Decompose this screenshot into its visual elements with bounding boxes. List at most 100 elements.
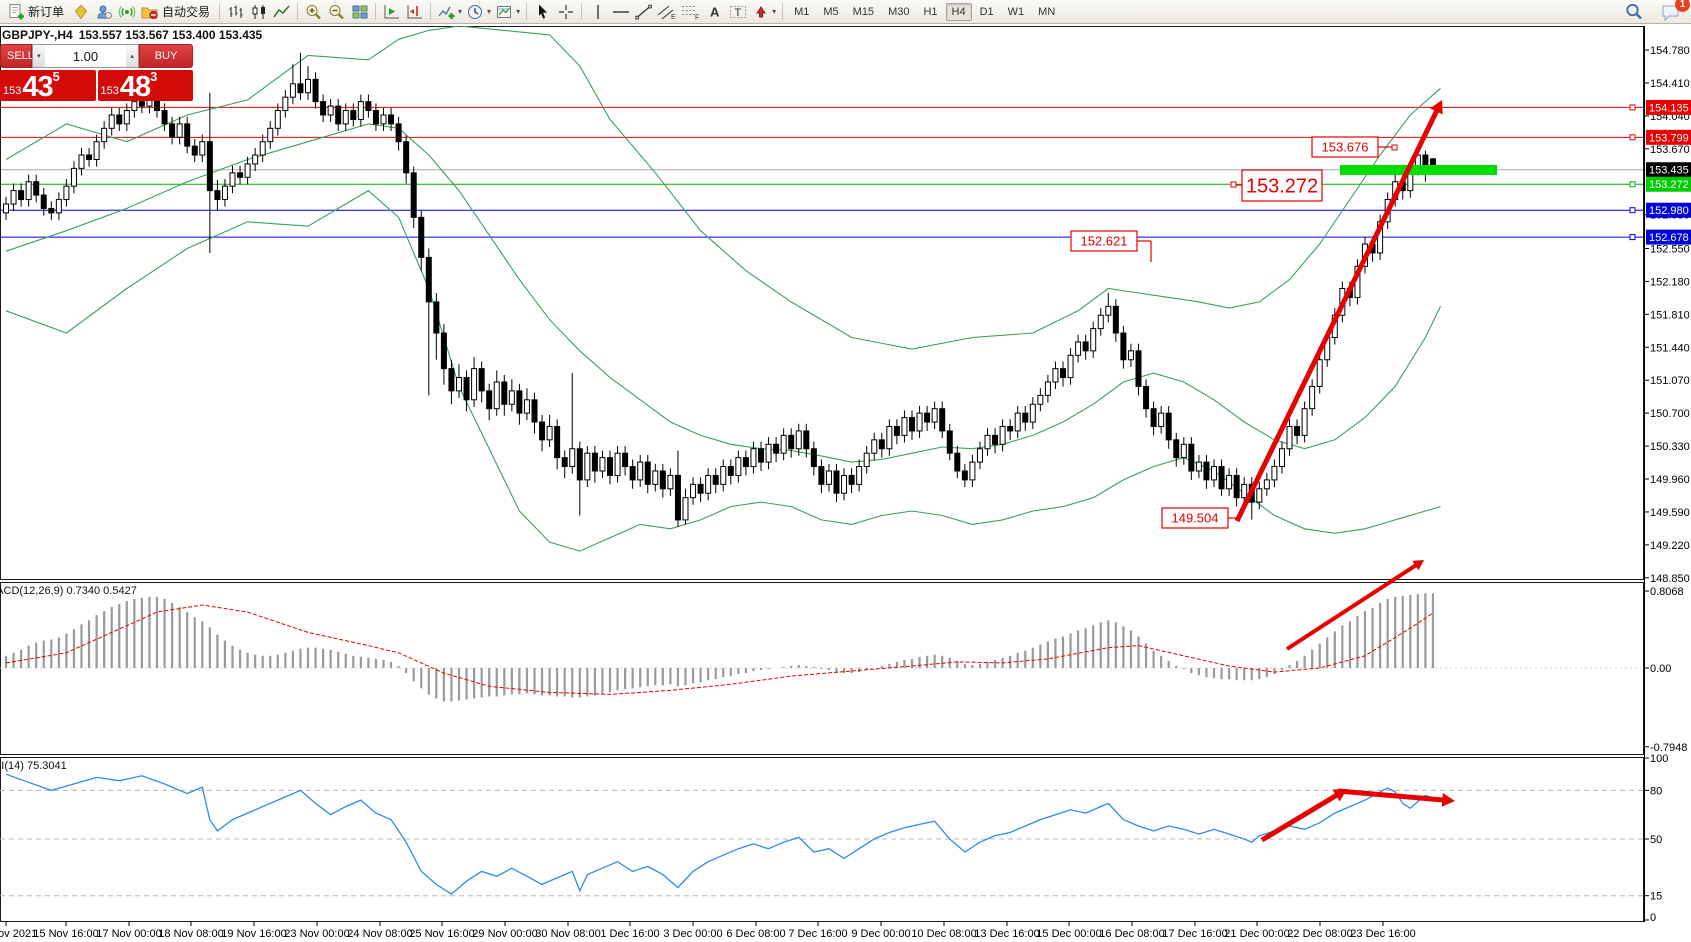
- macd-indicator-label: MACD(12,26,9) 0.7340 0.5427: [0, 585, 137, 597]
- tf-button-m1[interactable]: M1: [794, 5, 810, 18]
- label-icon[interactable]: T: [726, 1, 749, 22]
- zoom-in-icon[interactable]: [302, 1, 325, 22]
- candle: [3, 203, 9, 214]
- price-tick: 150.700: [1650, 408, 1690, 420]
- channel-icon[interactable]: E: [655, 1, 679, 22]
- candle: [569, 448, 576, 468]
- date-tick: 12 Nov 2021: [0, 928, 37, 940]
- trader-icon[interactable]: [92, 1, 115, 22]
- tf-button-mn[interactable]: MN: [1038, 5, 1056, 18]
- candle: [486, 390, 493, 410]
- templates-icon[interactable]: [493, 1, 516, 22]
- date-tick: 24 Nov 08:00: [347, 928, 412, 940]
- volume-input[interactable]: [44, 45, 127, 67]
- auto-scroll-icon[interactable]: [380, 1, 403, 22]
- price-tick: 149.960: [1650, 474, 1690, 486]
- trendline-icon[interactable]: [632, 1, 655, 22]
- horizontal-line-icon[interactable]: [609, 1, 632, 22]
- volume-increase-button[interactable]: ▴: [126, 45, 138, 67]
- candle: [169, 123, 176, 138]
- text-icon[interactable]: A: [703, 1, 726, 22]
- tf-button-m5[interactable]: M5: [823, 5, 839, 18]
- crosshair-icon[interactable]: [554, 1, 577, 22]
- search-icon[interactable]: [1622, 1, 1645, 22]
- arrows-icon[interactable]: [749, 1, 772, 22]
- bar-chart-icon[interactable]: [224, 1, 247, 22]
- candle: [539, 421, 546, 441]
- candle: [40, 194, 47, 209]
- indicators-icon[interactable]: [435, 1, 458, 22]
- sell-button[interactable]: SELL: [0, 44, 34, 68]
- price-tick: 152.180: [1650, 276, 1690, 288]
- chart-shift-icon[interactable]: [403, 1, 426, 22]
- fibonacci-icon[interactable]: F: [679, 1, 703, 22]
- candle: [637, 461, 644, 481]
- candle: [395, 123, 402, 143]
- date-tick: 13 Dec 16:00: [974, 928, 1039, 940]
- ask-price-panel[interactable]: 153 48 3: [97, 70, 193, 102]
- candle: [931, 408, 938, 423]
- candle: [591, 452, 598, 472]
- candle: [1112, 305, 1119, 334]
- indicators-dropdown-caret[interactable]: ▾: [458, 7, 463, 16]
- periods-dropdown-caret[interactable]: ▾: [487, 7, 492, 16]
- zoom-out-icon[interactable]: [325, 1, 348, 22]
- highlight-bar[interactable]: [1340, 165, 1497, 175]
- candle: [584, 452, 591, 481]
- candle: [1037, 394, 1044, 405]
- new-order-label[interactable]: 新订单: [28, 5, 65, 19]
- new-order-icon[interactable]: [4, 1, 27, 22]
- candle: [705, 474, 712, 494]
- bid-prefix: 153: [3, 85, 22, 97]
- candle: [1203, 461, 1210, 481]
- date-tick: 17 Nov 00:00: [96, 928, 161, 940]
- templates-dropdown-caret[interactable]: ▾: [516, 7, 521, 16]
- candle: [357, 101, 364, 120]
- level-anchor[interactable]: [1629, 104, 1636, 111]
- tf-button-h1[interactable]: H1: [923, 5, 938, 18]
- candle: [1263, 479, 1270, 490]
- trend-arrow[interactable]: [1337, 788, 1448, 803]
- tf-button-m15[interactable]: M15: [852, 5, 875, 18]
- trend-arrow[interactable]: [1260, 790, 1343, 843]
- tf-button-d1[interactable]: D1: [979, 5, 994, 18]
- toolbar-separator: [219, 3, 221, 20]
- level-anchor[interactable]: [1629, 181, 1636, 188]
- date-tick: 15 Nov 16:00: [33, 928, 98, 940]
- trend-arrow[interactable]: [1285, 561, 1421, 651]
- line-chart-icon[interactable]: [270, 1, 293, 22]
- vertical-line-icon[interactable]: [586, 1, 609, 22]
- candle: [86, 154, 93, 160]
- tf-button-w1[interactable]: W1: [1007, 5, 1025, 18]
- level-anchor[interactable]: [1629, 207, 1636, 214]
- autotrade-label[interactable]: 自动交易: [162, 5, 211, 19]
- tf-button-m30[interactable]: M30: [888, 5, 910, 18]
- arrows-dropdown-caret[interactable]: ▾: [772, 7, 777, 16]
- autotrade-icon[interactable]: [138, 1, 161, 22]
- macd-axis-label: -0.7948: [1650, 742, 1687, 754]
- periods-icon[interactable]: [464, 1, 487, 22]
- bid-price-panel[interactable]: 153 43 5: [0, 70, 96, 102]
- tile-windows-icon[interactable]: [348, 1, 371, 22]
- candlestick-icon[interactable]: [247, 1, 270, 22]
- candle: [93, 141, 100, 160]
- candle: [969, 461, 976, 481]
- signal-icon[interactable]: [115, 1, 138, 22]
- svg-text:152.621: 152.621: [1081, 234, 1128, 249]
- candles: [3, 52, 1436, 528]
- main-toolbar: 新订单 自动交易 ▾ ▾ ▾ E F A T ▾ M1 M5 M15 M30 H1 H4 D…: [0, 0, 1691, 24]
- level-anchor[interactable]: [1629, 134, 1636, 141]
- buy-button[interactable]: BUY: [139, 44, 193, 68]
- chat-icon[interactable]: 1: [1659, 0, 1690, 22]
- annotation-box-153.272[interactable]: [1241, 169, 1323, 202]
- candle: [523, 399, 530, 414]
- gem-icon[interactable]: [69, 1, 92, 22]
- candle: [221, 185, 228, 201]
- volume-decrease-button[interactable]: ▾: [33, 45, 45, 67]
- level-anchor[interactable]: [1629, 234, 1636, 241]
- cursor-icon[interactable]: [531, 1, 554, 22]
- trend-arrow[interactable]: [1234, 105, 1442, 523]
- tf-button-h4[interactable]: H4: [945, 2, 972, 21]
- rsi-pane: [0, 773, 1644, 897]
